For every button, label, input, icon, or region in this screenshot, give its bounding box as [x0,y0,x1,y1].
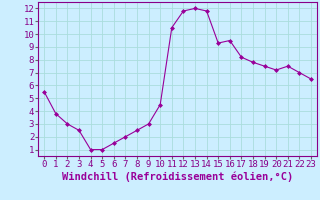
X-axis label: Windchill (Refroidissement éolien,°C): Windchill (Refroidissement éolien,°C) [62,172,293,182]
